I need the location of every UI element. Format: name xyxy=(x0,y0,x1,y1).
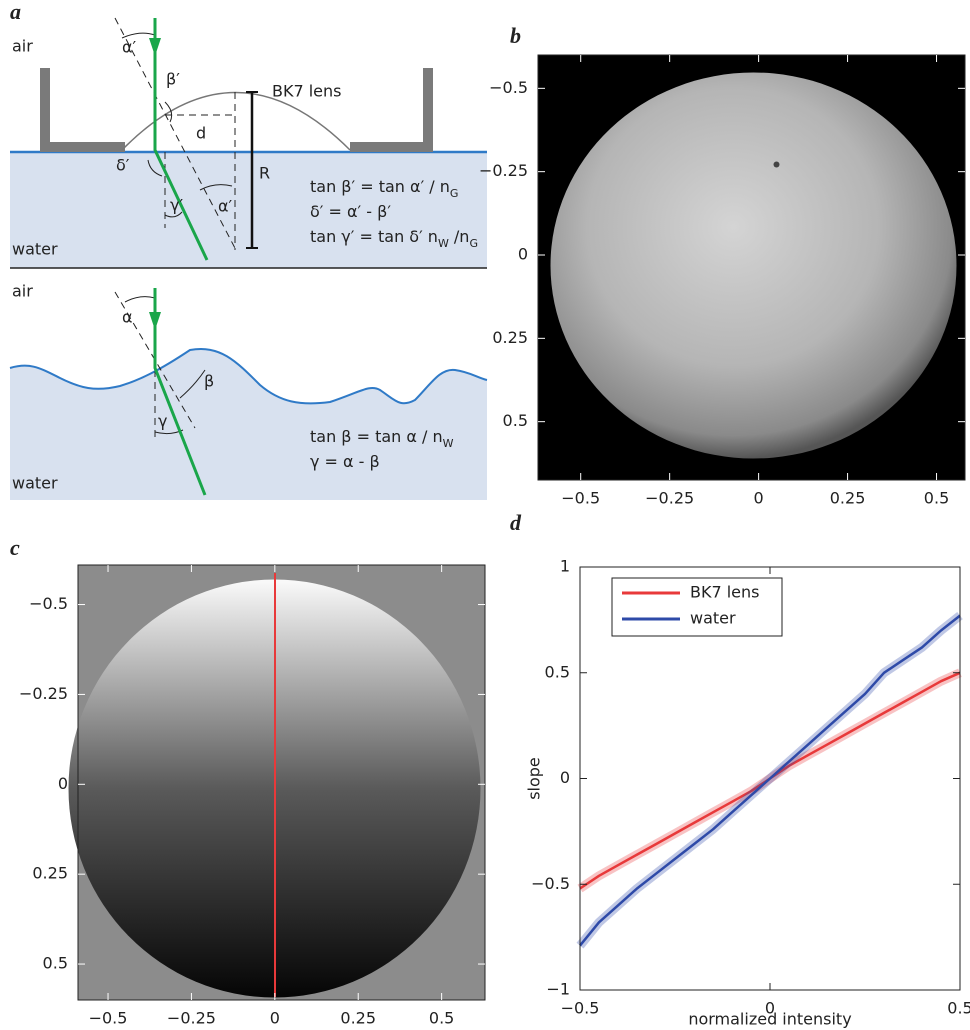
arrow xyxy=(149,312,161,330)
y-tick-label: −0.5 xyxy=(531,874,570,893)
x-tick-label: 0.25 xyxy=(830,489,866,508)
legend: BK7 lens water xyxy=(612,578,782,636)
y-tick-label: −0.25 xyxy=(19,684,68,703)
label: β xyxy=(204,372,214,391)
equation: δ′ = α′ - β′ xyxy=(310,202,391,221)
diagram-bottom: air α β γ tan β = tan α / nW γ = α - β w… xyxy=(10,282,487,501)
x-tick-label: −0.5 xyxy=(561,999,600,1018)
y-tick-label: 0 xyxy=(58,774,68,793)
x-tick-label: 0 xyxy=(765,999,775,1018)
y-tick-label: 0 xyxy=(518,245,528,264)
x-tick-label: 0.5 xyxy=(924,489,949,508)
arrow xyxy=(149,38,161,56)
y-tick-label: −0.5 xyxy=(29,594,68,613)
y-tick-label: 0.5 xyxy=(545,662,570,681)
label: air xyxy=(12,282,33,301)
x-tick-label: 0.25 xyxy=(340,1009,376,1028)
water xyxy=(10,152,487,268)
panel-label: c xyxy=(10,535,20,560)
x-tick-label: −0.25 xyxy=(167,1009,216,1028)
legend-label: BK7 lens xyxy=(690,583,760,602)
label: α′ xyxy=(122,38,137,57)
diagram-top: air BK7 lens d R α′ β′ δ′ γ′ α′ tan β′ =… xyxy=(10,18,487,268)
x-tick-label: −0.5 xyxy=(89,1009,128,1028)
label: α xyxy=(122,308,133,327)
subscript: W xyxy=(438,237,449,250)
subscript: G xyxy=(450,187,459,200)
label: γ′ xyxy=(170,196,183,215)
panel-label: d xyxy=(510,510,522,535)
x-tick-label: 0 xyxy=(754,489,764,508)
equation-part: δ′ = α′ - β′ xyxy=(310,202,391,221)
equation-part: γ = α - β xyxy=(310,452,380,471)
y-tick-label: −0.25 xyxy=(479,161,528,180)
label: air xyxy=(12,37,33,56)
y-tick-label: 0 xyxy=(560,768,570,787)
y-tick-label: 0.5 xyxy=(43,954,68,973)
label: α′ xyxy=(218,197,233,216)
y-axis-label: slope xyxy=(525,757,544,800)
y-tick-label: 0.5 xyxy=(503,411,528,430)
y-tick-label: 0.25 xyxy=(32,864,68,883)
x-tick-label: 0.5 xyxy=(947,999,970,1018)
figure: a b c d air BK7 lens d R α′ β′ δ′ γ′ α′ … xyxy=(0,0,970,1030)
legend-label: water xyxy=(690,609,736,628)
speck xyxy=(774,162,780,168)
label: water xyxy=(12,240,58,259)
label: β′ xyxy=(166,70,180,89)
x-tick-label: 0 xyxy=(270,1009,280,1028)
water xyxy=(10,349,487,500)
subscript: W xyxy=(443,437,454,450)
equation: γ = α - β xyxy=(310,452,380,471)
subscript: G xyxy=(469,237,478,250)
label: water xyxy=(12,474,58,493)
container xyxy=(40,68,433,152)
panel-label: a xyxy=(10,0,21,24)
equation-part: tan γ′ = tan δ′ n xyxy=(310,227,438,246)
equation-part: /n xyxy=(449,227,470,246)
x-tick-label: −0.25 xyxy=(645,489,694,508)
label: γ xyxy=(158,412,167,431)
disc xyxy=(551,73,957,459)
panel-label: b xyxy=(510,23,521,48)
label: R xyxy=(259,164,270,183)
y-tick-label: 1 xyxy=(560,557,570,576)
x-tick-label: 0.5 xyxy=(429,1009,454,1028)
y-tick-label: −0.5 xyxy=(489,78,528,97)
label: d xyxy=(196,124,206,143)
equation-part: tan β′ = tan α′ / n xyxy=(310,177,450,196)
y-tick-label: 0.25 xyxy=(492,328,528,347)
x-tick-label: −0.5 xyxy=(561,489,600,508)
equation-part: tan β = tan α / n xyxy=(310,427,443,446)
label: BK7 lens xyxy=(272,82,342,101)
label: δ′ xyxy=(116,156,130,175)
y-tick-label: −1 xyxy=(546,980,570,999)
